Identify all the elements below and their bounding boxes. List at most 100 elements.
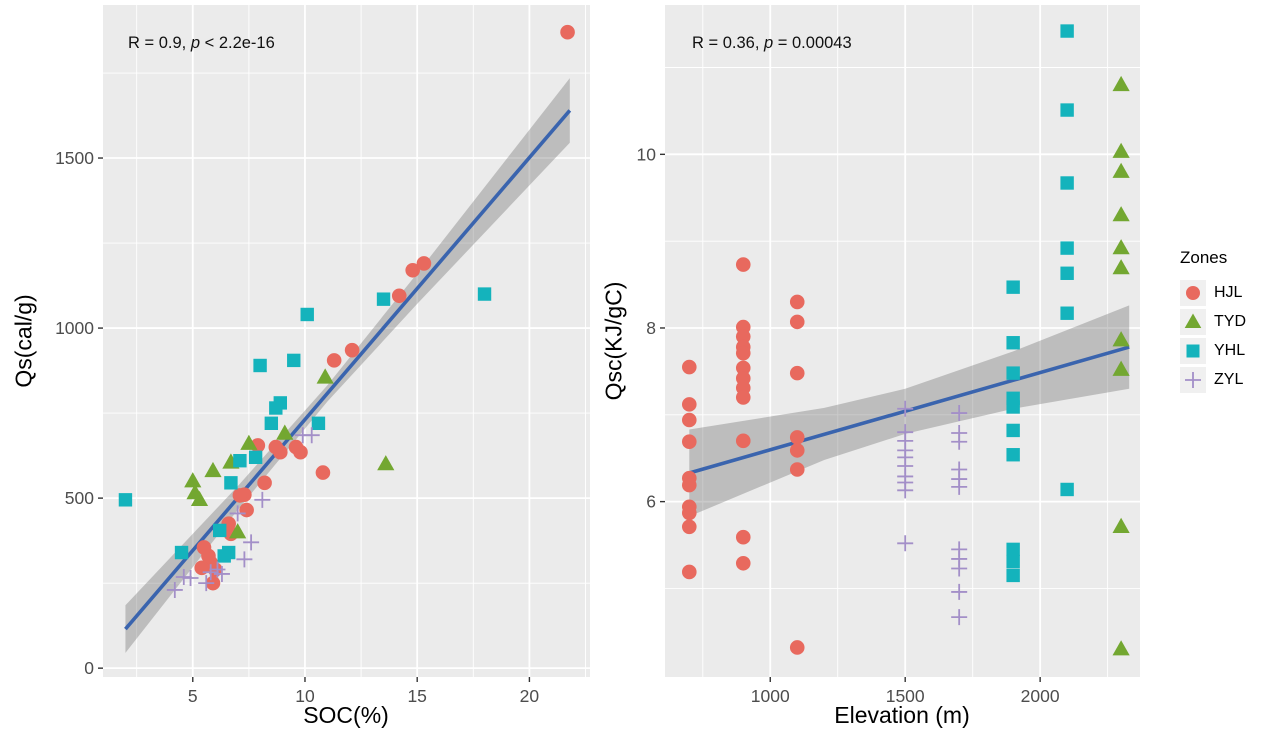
- data-point-YHL: [1006, 448, 1020, 462]
- data-point-ZYL: [209, 561, 226, 578]
- right-annotation-p: p: [764, 34, 774, 52]
- data-point-HJL: [232, 488, 248, 503]
- data-point-YHL: [1060, 176, 1074, 190]
- data-point-HJL: [681, 519, 697, 535]
- data-point-ZYL: [951, 433, 968, 450]
- left-panel-annotation: R = 0.9, p < 2.2e-16: [128, 34, 275, 53]
- data-point-YHL: [217, 549, 231, 563]
- data-point-HJL: [789, 443, 805, 458]
- data-point-ZYL: [951, 405, 968, 422]
- data-point-YHL: [253, 358, 267, 373]
- legend-item-HJL: HJL: [1180, 278, 1246, 307]
- data-point-TYD: [1112, 75, 1130, 92]
- data-point-YHL: [1006, 542, 1020, 557]
- data-point-TYD: [1112, 162, 1130, 178]
- data-point-HJL: [735, 555, 751, 571]
- data-point-HJL: [560, 24, 575, 40]
- data-point-HJL: [735, 345, 751, 361]
- plus-legend-key-icon: [1180, 366, 1206, 393]
- data-point-YHL: [1006, 400, 1020, 414]
- data-point-YHL: [224, 476, 238, 490]
- data-point-YHL: [1060, 266, 1074, 280]
- data-point-ZYL: [897, 482, 914, 499]
- legend-label-YHL: YHL: [1214, 341, 1246, 359]
- data-point-YHL: [376, 292, 391, 306]
- data-point-YHL: [300, 307, 314, 322]
- data-point-TYD: [1112, 142, 1130, 158]
- data-point-HJL: [315, 465, 331, 480]
- x-tick-label: 10: [295, 686, 315, 706]
- data-point-TYD: [1112, 206, 1130, 222]
- data-point-ZYL: [951, 609, 968, 626]
- data-point-YHL: [174, 545, 189, 560]
- data-point-HJL: [735, 329, 751, 344]
- data-point-ZYL: [897, 535, 914, 552]
- legend: Zones HJL TYD YHL ZYL: [1180, 248, 1246, 394]
- data-point-HJL: [789, 462, 805, 477]
- data-point-ZYL: [198, 575, 215, 592]
- data-point-ZYL: [202, 564, 219, 581]
- right-annotation-pvalue: = 0.00043: [773, 34, 852, 52]
- y-tick-label: 1000: [55, 318, 94, 338]
- data-point-HJL: [681, 359, 697, 375]
- data-point-HJL: [239, 502, 254, 518]
- data-point-ZYL: [182, 570, 199, 587]
- data-point-HJL: [681, 397, 697, 412]
- data-point-ZYL: [897, 400, 914, 417]
- confidence-band: [125, 78, 570, 653]
- left-annotation-pvalue: < 2.2e-16: [200, 34, 275, 52]
- legend-items: HJL TYD YHL ZYL: [1180, 278, 1246, 394]
- data-point-TYD: [1112, 517, 1130, 533]
- legend-label-ZYL: ZYL: [1214, 370, 1244, 388]
- data-point-TYD: [1112, 640, 1130, 656]
- x-tick-label: 2000: [1021, 686, 1060, 706]
- data-point-ZYL: [236, 551, 253, 568]
- circle-legend-key-icon: [1180, 279, 1206, 306]
- data-point-YHL: [1060, 482, 1074, 497]
- circle-icon: [1186, 285, 1200, 300]
- data-point-YHL: [287, 353, 301, 368]
- data-point-YHL: [1006, 568, 1020, 583]
- legend-item-YHL: YHL: [1180, 336, 1246, 365]
- left-annotation-r: R = 0.9,: [128, 34, 191, 52]
- triangle-legend-key-icon: [1180, 308, 1206, 335]
- data-point-HJL: [196, 540, 212, 555]
- data-point-HJL: [735, 529, 751, 545]
- y-tick-label: 6: [646, 492, 656, 512]
- data-point-ZYL: [243, 534, 260, 551]
- x-tick-label: 1500: [886, 686, 925, 706]
- y-tick-label: 500: [65, 488, 94, 508]
- right-annotation-r: R = 0.36,: [692, 34, 765, 52]
- data-point-HJL: [344, 342, 360, 358]
- legend-title: Zones: [1180, 248, 1228, 267]
- data-point-YHL: [1060, 306, 1074, 320]
- data-point-HJL: [735, 433, 751, 449]
- data-point-YHL: [213, 523, 227, 538]
- x-tick-label: 5: [188, 686, 198, 706]
- data-point-TYD: [316, 368, 334, 384]
- data-point-HJL: [268, 439, 284, 455]
- triangle-icon: [1184, 313, 1202, 328]
- data-point-TYD: [276, 424, 294, 440]
- data-point-HJL: [416, 256, 432, 271]
- left-y-axis-title: Qs(cal/g): [10, 294, 37, 388]
- data-point-ZYL: [254, 491, 271, 508]
- data-point-HJL: [681, 505, 697, 521]
- y-tick-label: 1500: [55, 148, 94, 168]
- data-point-YHL: [248, 450, 263, 465]
- data-point-TYD: [186, 484, 204, 500]
- legend-label-HJL: HJL: [1214, 283, 1243, 301]
- data-point-YHL: [269, 401, 283, 415]
- data-point-TYD: [229, 523, 247, 539]
- data-point-HJL: [789, 365, 805, 381]
- legend-label-TYD: TYD: [1214, 312, 1246, 330]
- data-point-YHL: [118, 493, 133, 507]
- data-point-HJL: [735, 360, 751, 376]
- data-point-HJL: [681, 434, 697, 450]
- data-point-HJL: [789, 430, 805, 445]
- data-point-TYD: [1112, 239, 1130, 255]
- data-point-ZYL: [175, 569, 192, 586]
- data-point-ZYL: [229, 505, 246, 522]
